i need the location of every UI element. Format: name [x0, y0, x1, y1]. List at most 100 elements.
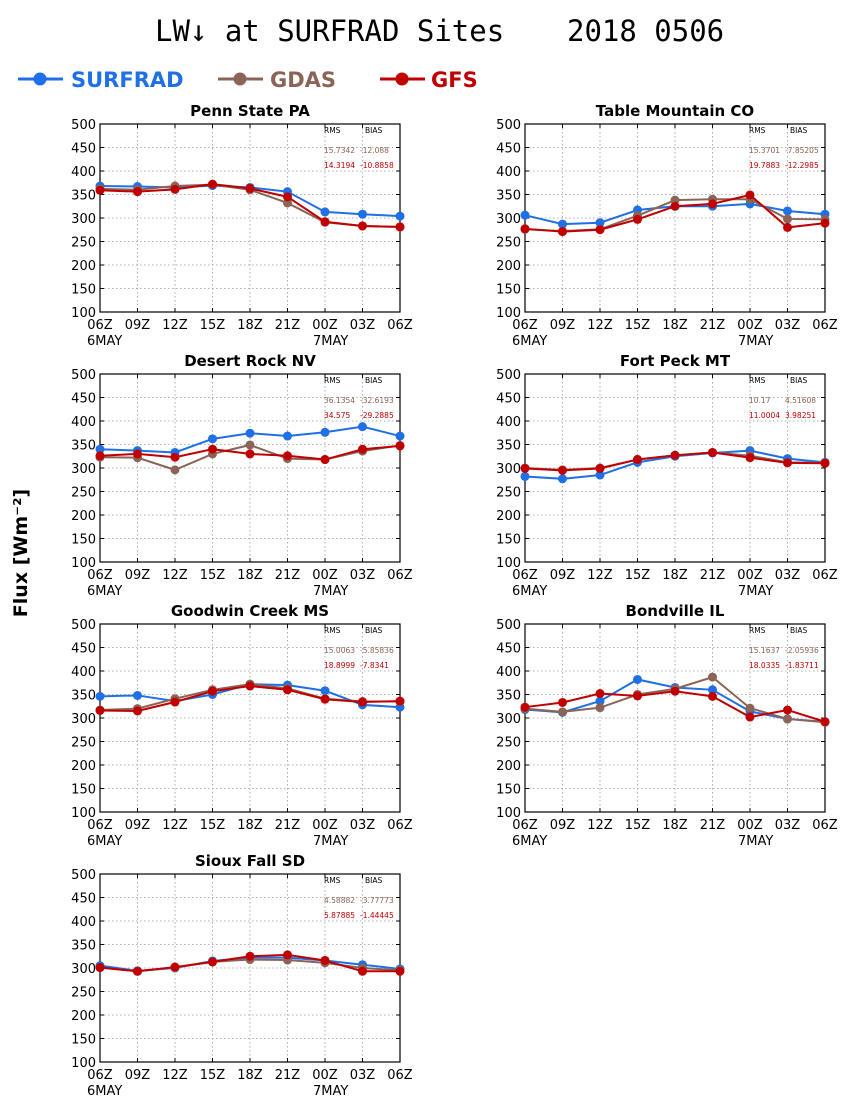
stat-gdas-bias: -12.088 [360, 146, 389, 155]
data-point [170, 452, 180, 462]
data-point [783, 206, 792, 216]
stat-gfs-bias: -1.83711 [785, 661, 819, 670]
data-point [820, 218, 830, 228]
y-tick-label: 350 [496, 439, 521, 454]
legend-item-gfs: GFS [380, 68, 478, 92]
x-tick-label: 00Z [312, 568, 338, 583]
legend-label-gfs: GFS [431, 68, 478, 92]
x-tick-label: 18Z [237, 818, 263, 833]
stat-gdas-bias: -32.6193 [360, 396, 394, 405]
data-point [95, 451, 105, 461]
x-tick-label: 15Z [200, 318, 226, 333]
y-tick-label: 500 [71, 118, 96, 133]
data-point [670, 201, 680, 211]
data-point [670, 450, 680, 460]
x-tick-label: 03Z [350, 568, 376, 583]
data-point [245, 440, 255, 450]
data-point [558, 697, 567, 707]
x-tick-label: 18Z [662, 818, 688, 833]
x-tick-label: 15Z [625, 818, 651, 833]
data-point [595, 470, 605, 480]
data-point [320, 207, 330, 217]
data-point [245, 681, 255, 691]
stat-header-rms: RMS [749, 376, 766, 385]
stat-gfs-rms: 19.7883 [749, 161, 780, 170]
data-point [395, 966, 405, 976]
data-point [358, 444, 367, 454]
y-tick-label: 300 [71, 462, 96, 477]
date-label-mid: 7MAY [313, 334, 348, 349]
data-point [95, 691, 105, 701]
x-tick-label: 06Z [87, 318, 113, 333]
y-tick-label: 400 [71, 915, 96, 930]
data-point [708, 685, 717, 695]
series-gfs [95, 681, 405, 716]
series-gfs [95, 441, 405, 465]
panel-title: Sioux Fall SD [195, 852, 305, 870]
data-point [358, 221, 367, 231]
y-tick-label: 150 [71, 783, 96, 798]
stat-header-rms: RMS [324, 376, 341, 385]
series-gfs [95, 179, 405, 232]
x-tick-label: 09Z [125, 318, 151, 333]
stat-gfs-rms: 11.0004 [749, 411, 780, 420]
stat-gfs-rms: 34.575 [324, 411, 350, 420]
date-label-start: 6MAY [87, 584, 122, 599]
data-point [633, 214, 642, 224]
x-tick-label: 00Z [737, 818, 763, 833]
data-point [170, 962, 180, 972]
date-label-mid: 7MAY [738, 834, 773, 849]
data-point [208, 686, 217, 696]
y-tick-label: 500 [496, 118, 521, 133]
x-tick-label: 21Z [700, 318, 726, 333]
date-label-mid: 7MAY [313, 834, 348, 849]
y-tick-label: 100 [71, 1056, 96, 1071]
x-tick-label: 06Z [387, 568, 413, 583]
panel-title: Goodwin Creek MS [171, 602, 329, 620]
x-tick-label: 06Z [512, 568, 538, 583]
data-point [133, 449, 142, 459]
y-tick-label: 500 [71, 868, 96, 883]
data-point [283, 950, 292, 960]
y-tick-label: 450 [496, 142, 521, 157]
date-label-start: 6MAY [512, 334, 547, 349]
data-point [558, 465, 567, 475]
y-tick-label: 100 [71, 306, 96, 321]
data-point [783, 714, 792, 724]
date-label-start: 6MAY [87, 834, 122, 849]
data-point [320, 686, 330, 696]
chart-panel: Goodwin Creek MS 100 150 200 250 300 350 400 450… [71, 602, 413, 849]
panel-title: Desert Rock NV [184, 352, 316, 370]
date-label-start: 6MAY [512, 834, 547, 849]
stat-gdas-rms: 36.1354 [324, 396, 355, 405]
x-tick-label: 00Z [737, 568, 763, 583]
x-tick-label: 21Z [700, 818, 726, 833]
data-point [783, 222, 792, 232]
stat-header-bias: BIAS [790, 626, 807, 635]
y-tick-label: 300 [496, 212, 521, 227]
stat-gdas-rms: 15.3701 [749, 146, 780, 155]
y-tick-label: 150 [71, 1033, 96, 1048]
data-point [283, 451, 292, 461]
x-tick-label: 00Z [312, 818, 338, 833]
data-point [708, 447, 717, 457]
data-point [395, 211, 405, 221]
data-point [358, 966, 367, 976]
y-tick-label: 300 [71, 712, 96, 727]
legend-item-gdas: GDAS [218, 68, 336, 92]
y-tick-label: 350 [496, 689, 521, 704]
chart-panel: Bondville IL 100 150 200 250 300 350 400 450 500 0… [496, 602, 838, 849]
x-tick-label: 18Z [237, 1068, 263, 1083]
x-tick-label: 06Z [512, 318, 538, 333]
chart-panel: Penn State PA 100 150 200 250 300 350 400 450 500… [71, 102, 413, 349]
y-tick-label: 450 [71, 892, 96, 907]
data-point [358, 697, 367, 707]
x-tick-label: 18Z [662, 568, 688, 583]
data-point [520, 210, 530, 220]
stat-gfs-rms: 14.3194 [324, 161, 355, 170]
x-tick-label: 03Z [350, 318, 376, 333]
stat-header-bias: BIAS [365, 126, 382, 135]
y-tick-label: 350 [496, 189, 521, 204]
date-label-mid: 7MAY [313, 584, 348, 599]
y-tick-label: 200 [71, 509, 96, 524]
